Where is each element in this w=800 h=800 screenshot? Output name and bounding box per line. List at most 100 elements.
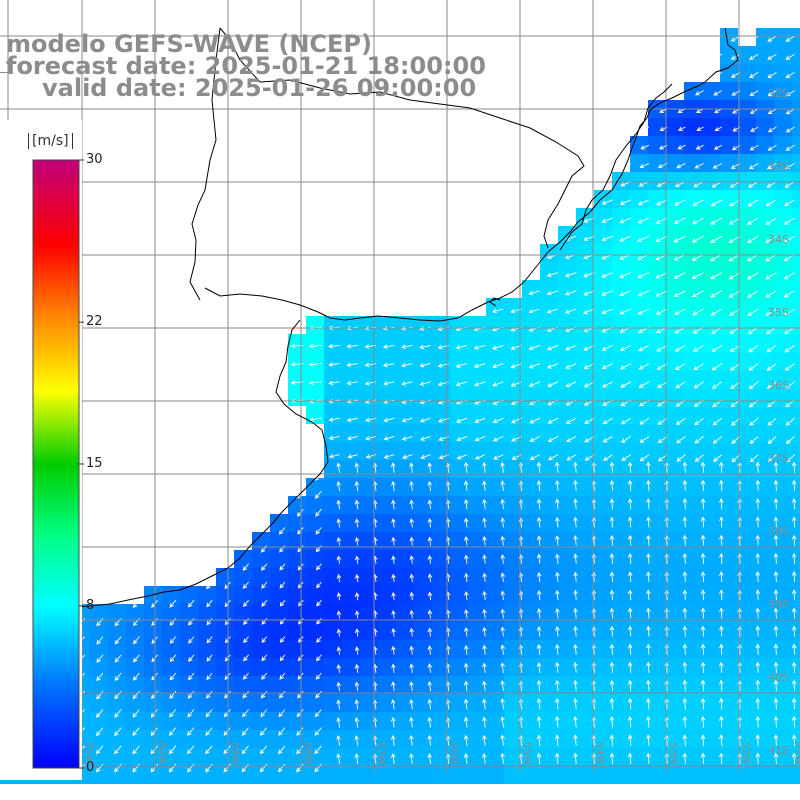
wind-arrow xyxy=(536,480,542,492)
speed-cell xyxy=(774,586,792,604)
speed-cell xyxy=(450,334,468,352)
speed-cell xyxy=(648,190,666,208)
wind-arrow xyxy=(573,643,578,655)
speed-cell xyxy=(684,766,702,784)
speed-cell xyxy=(630,460,648,478)
speed-cell xyxy=(666,658,684,676)
wind-arrow xyxy=(554,498,560,510)
speed-cell xyxy=(774,604,792,622)
speed-cell xyxy=(792,694,800,712)
speed-cell xyxy=(378,604,396,622)
speed-cell xyxy=(432,604,450,622)
speed-cell xyxy=(666,730,684,748)
wind-arrow xyxy=(565,381,577,388)
speed-cell xyxy=(666,316,684,334)
wind-arrow xyxy=(682,552,688,564)
wind-arrow xyxy=(773,661,779,674)
speed-cell xyxy=(144,622,162,640)
speed-cell xyxy=(342,550,360,568)
speed-cell xyxy=(306,496,324,514)
speed-cell xyxy=(180,658,198,676)
speed-cell xyxy=(180,676,198,694)
wind-arrow xyxy=(719,625,724,637)
wind-arrow xyxy=(785,163,795,170)
speed-cell xyxy=(540,748,558,766)
wind-arrow xyxy=(555,589,560,601)
speed-cell xyxy=(756,622,774,640)
speed-cell xyxy=(432,586,450,604)
speed-cell xyxy=(612,370,630,388)
speed-cell xyxy=(126,676,144,694)
speed-cell xyxy=(162,586,180,604)
speed-cell xyxy=(396,748,414,766)
wind-arrow xyxy=(296,709,304,718)
wind-arrow xyxy=(463,680,469,692)
wind-arrow xyxy=(354,610,360,619)
wind-arrow xyxy=(536,661,542,674)
speed-cell xyxy=(630,226,648,244)
speed-cell xyxy=(612,424,630,442)
wind-arrow xyxy=(336,480,341,492)
speed-cell xyxy=(504,622,522,640)
speed-cell xyxy=(198,748,216,766)
wind-arrow xyxy=(729,181,741,188)
speed-cell xyxy=(738,262,756,280)
wind-arrow xyxy=(536,553,542,564)
speed-cell xyxy=(486,604,504,622)
speed-cell xyxy=(90,712,108,730)
wind-arrow xyxy=(419,344,431,350)
speed-cell xyxy=(792,316,800,334)
wind-arrow xyxy=(682,752,688,765)
wind-arrow xyxy=(554,734,560,746)
speed-cell xyxy=(576,406,594,424)
speed-cell xyxy=(630,694,648,712)
wind-arrow xyxy=(464,536,469,546)
speed-cell xyxy=(252,766,270,784)
speed-cell xyxy=(468,712,486,730)
wind-arrow xyxy=(601,308,613,315)
wind-arrow xyxy=(566,454,577,461)
wind-arrow xyxy=(278,527,286,535)
speed-cell xyxy=(576,298,594,316)
wind-arrow xyxy=(573,607,578,619)
wind-arrow xyxy=(114,636,122,645)
wind-arrow xyxy=(747,217,759,225)
wind-arrow xyxy=(336,462,341,473)
wind-arrow xyxy=(639,436,650,443)
wind-arrow xyxy=(456,454,468,460)
speed-cell xyxy=(684,352,702,370)
longitude-label: 60W xyxy=(156,742,167,765)
wind-arrow xyxy=(308,380,322,386)
wind-arrow xyxy=(242,581,249,589)
wind-arrow xyxy=(755,571,761,583)
speed-cell xyxy=(684,478,702,496)
speed-cell xyxy=(702,496,720,514)
speed-cell xyxy=(630,352,648,370)
speed-cell xyxy=(234,712,252,730)
speed-cell xyxy=(396,370,414,388)
speed-cell xyxy=(774,208,792,226)
speed-cell xyxy=(594,226,612,244)
speed-cell xyxy=(450,604,468,622)
wind-arrow xyxy=(316,618,322,625)
wind-arrow xyxy=(554,716,560,728)
speed-cell xyxy=(630,478,648,496)
speed-cell xyxy=(612,532,630,550)
speed-cell xyxy=(648,532,666,550)
speed-cell xyxy=(630,568,648,586)
speed-cell xyxy=(270,712,288,730)
wind-arrow xyxy=(132,672,140,681)
wind-arrow xyxy=(259,745,268,755)
wind-arrow xyxy=(637,235,650,242)
wind-arrow xyxy=(169,672,177,681)
wind-arrow xyxy=(773,643,779,655)
wind-arrow xyxy=(755,625,761,637)
speed-cell xyxy=(324,676,342,694)
speed-cell xyxy=(594,424,612,442)
speed-cell xyxy=(702,658,720,676)
speed-cell xyxy=(522,586,540,604)
wind-arrow xyxy=(755,715,761,728)
speed-cell xyxy=(378,748,396,766)
wind-arrow xyxy=(564,290,577,296)
speed-cell xyxy=(648,478,666,496)
